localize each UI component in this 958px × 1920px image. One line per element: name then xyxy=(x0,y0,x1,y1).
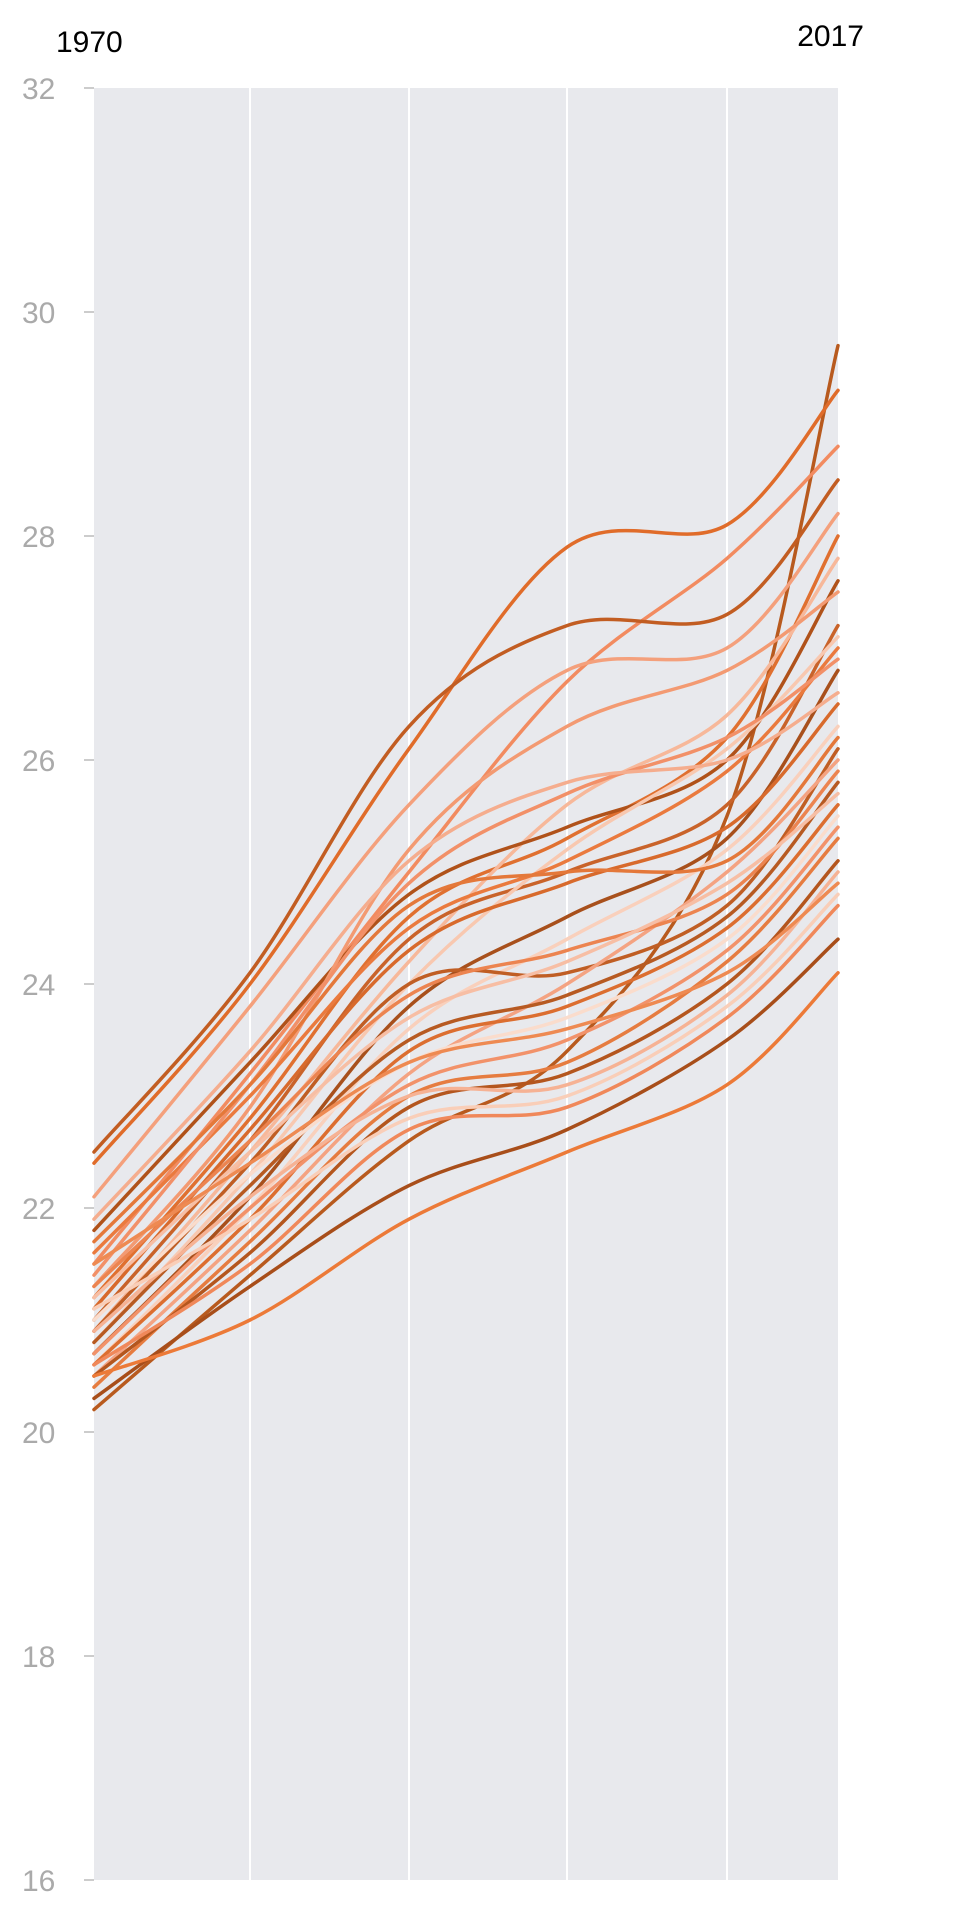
series-line xyxy=(92,444,840,1266)
series-line xyxy=(92,534,840,1300)
series-line xyxy=(92,635,840,1345)
series-line xyxy=(92,747,840,1333)
y-tick-label: 18 xyxy=(22,1641,55,1674)
series-line xyxy=(92,881,840,1266)
y-tick-label: 22 xyxy=(22,1193,55,1226)
y-tick-label: 20 xyxy=(22,1417,55,1450)
x-start-label: 1970 xyxy=(56,26,123,59)
series-line xyxy=(92,668,840,1356)
series-line xyxy=(92,590,840,1289)
y-tick-label: 30 xyxy=(22,297,55,330)
y-axis: 16 18 20 22 24 26 28 30 32 xyxy=(22,73,94,1898)
y-tick-label: 32 xyxy=(22,73,55,106)
series-line xyxy=(92,511,840,1199)
series-line xyxy=(92,971,840,1378)
y-tick-label: 26 xyxy=(22,745,55,778)
series-line xyxy=(92,903,840,1367)
series-line xyxy=(92,870,840,1333)
series-line xyxy=(92,478,840,1154)
series-line xyxy=(92,579,840,1233)
series-line xyxy=(92,780,840,1345)
series-line xyxy=(92,691,840,1221)
series-line xyxy=(92,735,840,1244)
series-line xyxy=(92,388,840,1165)
series-line xyxy=(92,892,840,1311)
series-line xyxy=(92,791,840,1300)
series-line xyxy=(92,769,840,1289)
series-line xyxy=(92,646,840,1255)
series-line xyxy=(92,758,840,1378)
x-end-label: 2017 xyxy=(797,20,864,53)
y-tick-label: 24 xyxy=(22,969,55,1002)
y-tick-label: 28 xyxy=(22,521,55,554)
series-line xyxy=(92,825,840,1356)
series-line xyxy=(92,623,840,1322)
plot-background xyxy=(94,88,838,1880)
series-line xyxy=(92,702,840,1311)
series-line xyxy=(92,937,840,1401)
series-line xyxy=(92,836,840,1389)
series-line xyxy=(92,657,840,1277)
series-line xyxy=(92,814,840,1322)
series-line xyxy=(92,803,840,1367)
y-tick-label: 16 xyxy=(22,1865,55,1898)
series-lines xyxy=(92,343,840,1412)
